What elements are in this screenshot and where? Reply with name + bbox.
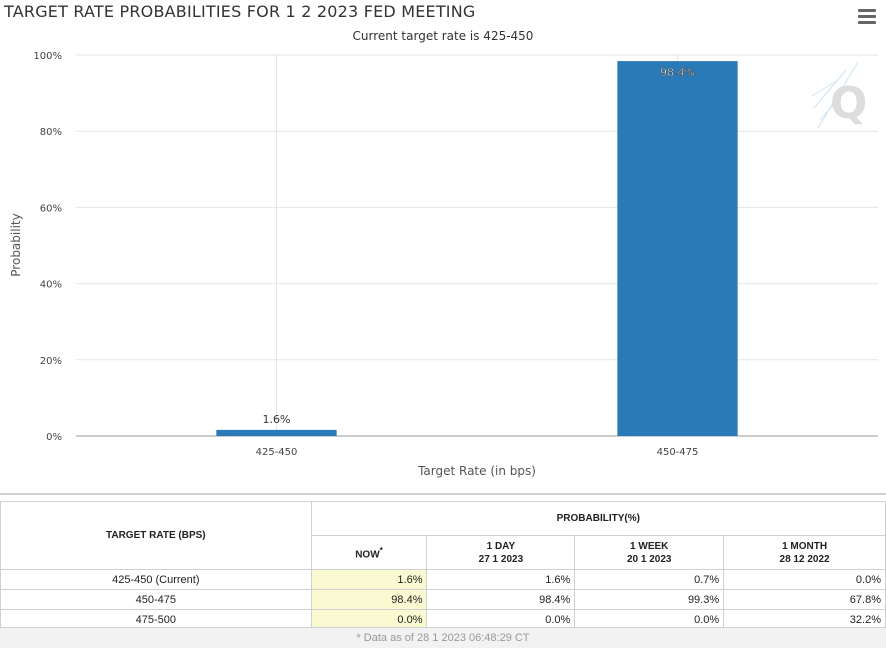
bar-data-label: 1.6%: [263, 413, 291, 426]
section-divider: [0, 493, 886, 495]
1-day-value-cell: 98.4%: [426, 589, 576, 610]
rate-cell: 450-475: [0, 589, 312, 610]
col-1-month-header: 1 MONTH 28 12 2022: [723, 535, 886, 570]
bar[interactable]: [216, 429, 337, 436]
y-axis-title: Probability: [9, 213, 23, 276]
target-rate-header: TARGET RATE (BPS): [0, 501, 312, 570]
chart-subtitle: Current target rate is 425-450: [352, 29, 534, 43]
bar-data-label: 98.4%: [660, 66, 695, 79]
bar-chart: Q 0% 20% 40% 60% 80% 100% 1.6% 98.4% 425-450 45…: [9, 51, 878, 478]
x-tick-label: 425-450: [256, 447, 298, 458]
y-tick-label: 0%: [46, 432, 62, 443]
col-now-header: NOW*: [310, 535, 428, 570]
table-row: 425-450 (Current) 1.6% 1.6% 0.7% 0.0%: [0, 569, 886, 590]
svg-text:Q: Q: [830, 78, 867, 129]
rate-cell: 475-500: [0, 609, 312, 630]
data-timestamp-footnote: * Data as of 28 1 2023 06:48:29 CT: [0, 627, 886, 648]
1-day-value-cell: 1.6%: [426, 569, 576, 590]
x-tick-label: 450-475: [657, 447, 699, 458]
hamburger-menu-icon[interactable]: [858, 9, 876, 25]
y-tick-label: 60%: [40, 203, 62, 214]
y-tick-label: 40%: [40, 280, 62, 291]
rate-cell: 425-450 (Current): [0, 569, 312, 590]
col-1-day-header: 1 DAY 27 1 2023: [426, 535, 576, 570]
1-week-value-cell: 99.3%: [574, 589, 725, 610]
y-tick-label: 20%: [40, 356, 62, 367]
y-tick-label: 100%: [33, 51, 62, 62]
now-value-cell: 98.4%: [310, 589, 428, 610]
now-value-cell: 0.0%: [310, 609, 428, 630]
now-value-cell: 1.6%: [310, 569, 428, 590]
bar[interactable]: [617, 61, 738, 436]
table-row: 450-475 98.4% 98.4% 99.3% 67.8%: [0, 589, 886, 610]
probability-table: TARGET RATE (BPS) PROBABILITY(%) NOW* 1 …: [0, 501, 886, 630]
1-month-value-cell: 67.8%: [723, 589, 886, 610]
1-week-value-cell: 0.7%: [574, 569, 725, 590]
watermark-q-logo: Q: [811, 61, 867, 129]
y-tick-label: 80%: [40, 127, 62, 138]
x-axis-title: Target Rate (in bps): [417, 464, 536, 478]
1-month-value-cell: 0.0%: [723, 569, 886, 590]
probability-header: PROBABILITY(%): [310, 501, 886, 536]
col-1-week-header: 1 WEEK 20 1 2023: [574, 535, 725, 570]
chart-title: TARGET RATE PROBABILITIES FOR 1 2 2023 F…: [4, 2, 476, 21]
table-row: 475-500 0.0% 0.0% 0.0% 32.2%: [0, 609, 886, 630]
